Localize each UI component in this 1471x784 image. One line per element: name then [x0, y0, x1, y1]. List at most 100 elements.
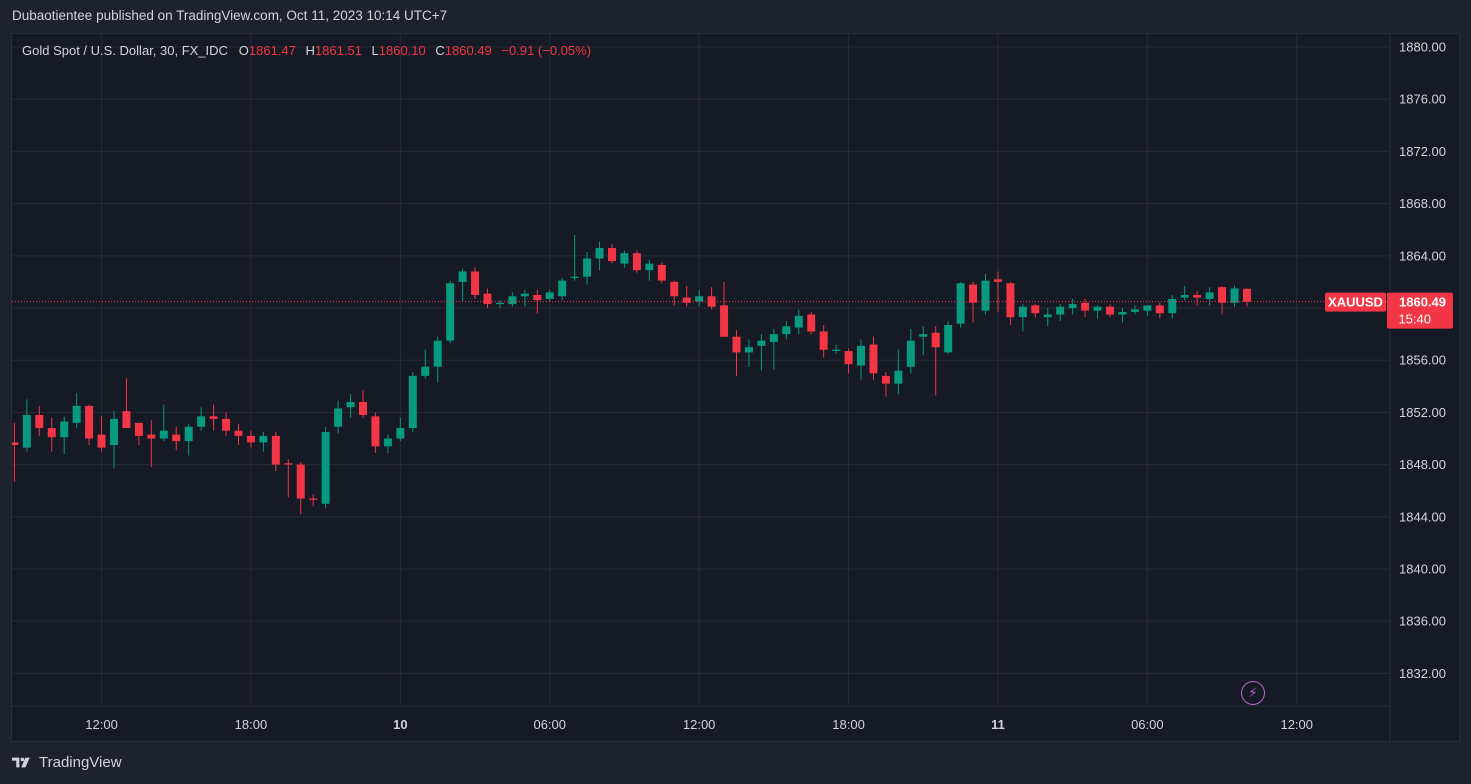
candles-group — [12, 234, 1251, 515]
candle-body-up — [595, 247, 604, 259]
candle-body-down — [309, 498, 318, 500]
candle-body-down — [234, 430, 243, 436]
candle-body-down — [209, 416, 218, 419]
symbol-tag-text: XAUUSD — [1328, 295, 1383, 310]
candle-body-up — [408, 375, 417, 429]
candle-body-down — [246, 435, 255, 443]
candle-body-down — [122, 411, 131, 429]
candle-body-up — [1180, 294, 1189, 298]
candle-body-down — [12, 442, 19, 446]
legend-low-label: L — [371, 43, 379, 58]
candle-body-up — [1018, 306, 1027, 318]
candle-body-up — [22, 415, 31, 448]
candle-body-up — [321, 431, 330, 504]
candle-body-up — [744, 347, 753, 353]
candle-body-down — [682, 297, 691, 303]
candle-body-down — [632, 253, 641, 271]
candle-body-up — [782, 326, 791, 335]
candle-body-down — [35, 415, 44, 429]
legend-high-value: 1861.51 — [314, 43, 362, 58]
candle-body-up — [906, 340, 915, 367]
price-tag-box — [1387, 292, 1453, 329]
candle-body-down — [844, 351, 853, 365]
candle-body-down — [657, 264, 666, 281]
x-tick-label: 18:00 — [235, 717, 268, 732]
candle-body-down — [147, 434, 156, 439]
candle-body-down — [271, 435, 280, 465]
legend-symbol: Gold Spot / U.S. Dollar, 30, FX_IDC — [22, 43, 228, 58]
tradingview-logo-icon — [12, 757, 30, 768]
candle-body-down — [483, 293, 492, 305]
x-tick-label: 06:00 — [533, 717, 566, 732]
x-tick-label: 18:00 — [832, 717, 865, 732]
candle-body-down — [284, 463, 293, 465]
candle-body-up — [421, 366, 430, 376]
symbol-tag-box — [1325, 292, 1386, 312]
x-tick-label: 10 — [393, 717, 407, 732]
candle-body-up — [197, 416, 206, 427]
candle-body-up — [695, 296, 704, 302]
candle-body-down — [869, 344, 878, 374]
candle-body-up — [1205, 292, 1214, 299]
candle-body-down — [1031, 305, 1040, 314]
candle-body-up — [446, 283, 455, 341]
tradingview-brand[interactable]: TradingView — [12, 754, 122, 771]
candle-body-up — [894, 370, 903, 384]
legend-low-value: 1860.10 — [378, 43, 426, 58]
candle-body-up — [159, 430, 168, 439]
candle-body-down — [1242, 288, 1251, 302]
candle-body-up — [583, 258, 592, 277]
candle-body-up — [520, 293, 529, 297]
candle-body-up — [620, 253, 629, 264]
footer-bar — [0, 742, 1471, 784]
candle-body-up — [1130, 309, 1139, 312]
y-tick-label: 1836.00 — [1399, 614, 1446, 629]
x-tick-label: 11 — [991, 717, 1005, 732]
candle-body-down — [670, 281, 679, 297]
candle-body-up — [334, 408, 343, 427]
candle-body-down — [1006, 283, 1015, 318]
candle-body-down — [172, 434, 181, 442]
candle-body-up — [956, 283, 965, 324]
price-tag-value: 1860.49 — [1399, 295, 1446, 310]
candle-body-down — [1106, 306, 1114, 315]
candle-body-down — [296, 464, 305, 499]
candle-body-down — [1081, 302, 1090, 311]
legend-close-value: 1860.49 — [444, 43, 492, 58]
candle-body-up — [396, 428, 405, 439]
candle-body-up — [110, 418, 118, 446]
candle-body-down — [85, 405, 94, 439]
legend-open-label: O — [238, 43, 249, 58]
candle-body-up — [1093, 306, 1102, 311]
candle-body-down — [359, 401, 367, 416]
y-tick-label: 1832.00 — [1399, 666, 1446, 681]
lightning-icon[interactable]: ⚡︎ — [1241, 681, 1265, 705]
candle-body-up — [545, 292, 554, 299]
y-tick-label: 1856.00 — [1399, 353, 1446, 368]
legend-open-value: 1861.47 — [248, 43, 296, 58]
candle-body-down — [134, 422, 143, 436]
candle-body-down — [969, 284, 978, 303]
candle-body-up — [1143, 305, 1152, 311]
candle-body-up — [857, 345, 865, 366]
y-tick-label: 1872.00 — [1399, 144, 1446, 159]
candle-body-up — [919, 334, 928, 337]
candle-body-down — [222, 418, 231, 431]
candle-body-up — [346, 401, 355, 408]
candle-body-up — [72, 405, 81, 423]
candle-body-up — [794, 315, 803, 328]
candle-body-down — [931, 332, 940, 348]
candle-body-up — [1068, 304, 1077, 309]
candle-body-down — [533, 294, 542, 301]
candle-body-up — [757, 340, 766, 346]
candle-body-up — [1056, 306, 1065, 315]
candle-body-up — [184, 426, 193, 442]
chart-legend: Gold Spot / U.S. Dollar, 30, FX_IDC O186… — [22, 43, 591, 58]
candle-body-up — [570, 276, 579, 279]
x-tick-label: 06:00 — [1131, 717, 1164, 732]
candle-body-up — [383, 438, 392, 447]
candle-body-up — [508, 296, 517, 305]
candle-body-up — [1043, 314, 1052, 318]
candle-body-down — [1155, 305, 1164, 314]
